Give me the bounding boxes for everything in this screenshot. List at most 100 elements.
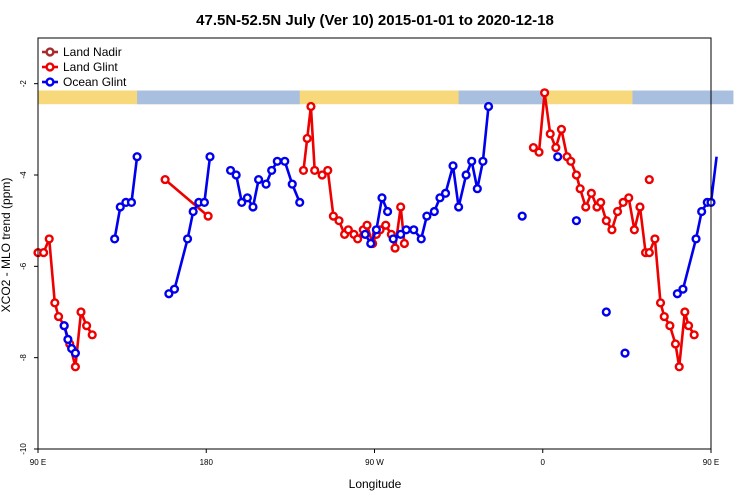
x-tick-label: 90 W	[365, 458, 384, 467]
ocean-glint-point	[287, 179, 297, 189]
ocean-glint-line	[392, 106, 490, 241]
land-glint-point	[70, 362, 80, 372]
ocean-glint-point	[691, 234, 701, 244]
land-glint-line	[38, 237, 94, 369]
ocean-glint-point	[237, 197, 247, 208]
land-glint-point	[670, 339, 681, 349]
ocean-glint-point	[205, 152, 215, 162]
ocean-glint-point	[132, 152, 142, 162]
x-tick-label: 180	[200, 458, 214, 467]
ocean-glint-point	[461, 170, 471, 180]
land-glint-point	[596, 197, 606, 208]
land-glint-point	[655, 298, 666, 308]
ocean-glint-point	[440, 188, 451, 198]
land-glint-point	[635, 202, 645, 212]
land-glint-point	[87, 330, 97, 340]
y-tick-label: -8	[19, 354, 28, 362]
ocean-glint-point	[242, 193, 252, 203]
ocean-glint-point	[360, 229, 370, 239]
land-glint-point	[53, 311, 64, 322]
ocean-glint-point	[115, 202, 125, 212]
ocean-glint-point	[697, 206, 707, 217]
land-glint-point	[50, 298, 60, 308]
ocean-glint-point	[267, 165, 277, 176]
y-axis-label: XCO2 - MLO trend (ppm)	[0, 178, 13, 313]
legend-swatch-point	[45, 62, 55, 72]
land-glint-point	[399, 238, 410, 249]
land-glint-point	[618, 197, 628, 208]
ocean-glint-point	[422, 211, 432, 221]
ocean-glint-point	[517, 211, 527, 221]
ocean-glint-point	[448, 161, 458, 171]
land-glint-point	[674, 362, 684, 372]
land-glint-point	[586, 188, 596, 198]
ocean-glint-point	[435, 193, 445, 203]
ocean-band-segment	[632, 90, 734, 105]
land-glint-point	[298, 165, 309, 176]
land-glint-point	[39, 248, 49, 258]
legend-label: Land Nadir	[63, 45, 122, 59]
land-glint-point	[551, 143, 561, 153]
ocean-glint-point	[169, 284, 180, 294]
ocean-glint-point	[70, 348, 80, 358]
land-glint-point	[390, 243, 400, 253]
land-glint-point	[650, 234, 660, 244]
land-glint-point	[644, 248, 654, 258]
land-glint-point	[76, 307, 86, 317]
land-glint-point	[624, 193, 634, 203]
land-glint-point	[160, 174, 170, 185]
ocean-glint-line	[168, 156, 212, 295]
ocean-glint-point	[678, 284, 688, 294]
ocean-glint-point	[571, 216, 582, 226]
land-glint-point	[566, 156, 576, 166]
ocean-glint-point	[382, 206, 393, 217]
land-glint-point	[556, 124, 567, 134]
land-glint-point	[680, 307, 690, 317]
ocean-glint-point	[366, 238, 376, 249]
y-tick-label: -4	[19, 171, 28, 179]
land-glint-point	[540, 88, 550, 98]
land-mask-band	[38, 90, 734, 105]
x-axis-label: Longitude	[349, 477, 402, 491]
ocean-glint-point	[253, 174, 264, 185]
x-tick-label: 0	[541, 458, 546, 467]
legend-label: Ocean Glint	[63, 75, 127, 89]
ocean-glint-point	[371, 225, 381, 235]
series-ocean-glint	[59, 101, 718, 358]
ocean-glint-point	[601, 307, 611, 317]
chart-title: 47.5N-52.5N July (Ver 10) 2015-01-01 to …	[196, 12, 554, 29]
land-glint-point	[601, 216, 611, 226]
land-glint-point	[343, 225, 353, 235]
ocean-glint-point	[388, 234, 398, 244]
land-glint-point	[528, 143, 539, 153]
legend-item-land-glint: Land Glint	[42, 60, 118, 74]
ocean-glint-point	[188, 206, 198, 217]
ocean-glint-point	[272, 156, 282, 166]
land-glint-point	[362, 220, 372, 230]
ocean-glint-point	[483, 101, 494, 112]
x-tick-label: 90 E	[30, 458, 46, 467]
land-glint-point	[612, 206, 623, 217]
legend-item-ocean-glint: Ocean Glint	[42, 75, 127, 89]
land-glint-point	[571, 170, 582, 180]
land-glint-point	[302, 133, 312, 144]
land-glint-point	[44, 234, 54, 244]
ocean-glint-point	[416, 234, 426, 244]
land-glint-point	[659, 311, 669, 322]
land-glint-point	[665, 321, 675, 331]
series-layer	[33, 88, 718, 372]
series-land-glint	[33, 88, 699, 372]
land-glint-point	[306, 101, 316, 112]
x-tick-label: 90 E	[703, 458, 719, 467]
ocean-glint-line	[113, 156, 139, 240]
ocean-glint-point	[231, 170, 241, 180]
y-tick-label: -6	[19, 262, 28, 270]
land-glint-point	[310, 165, 320, 176]
land-glint-point	[317, 170, 327, 180]
land-glint-point	[534, 147, 544, 157]
land-glint-point	[683, 321, 694, 331]
ocean-glint-point	[164, 289, 174, 299]
legend-swatch-point	[45, 77, 55, 87]
ocean-glint-point	[261, 179, 271, 189]
land-glint-point	[581, 202, 591, 212]
